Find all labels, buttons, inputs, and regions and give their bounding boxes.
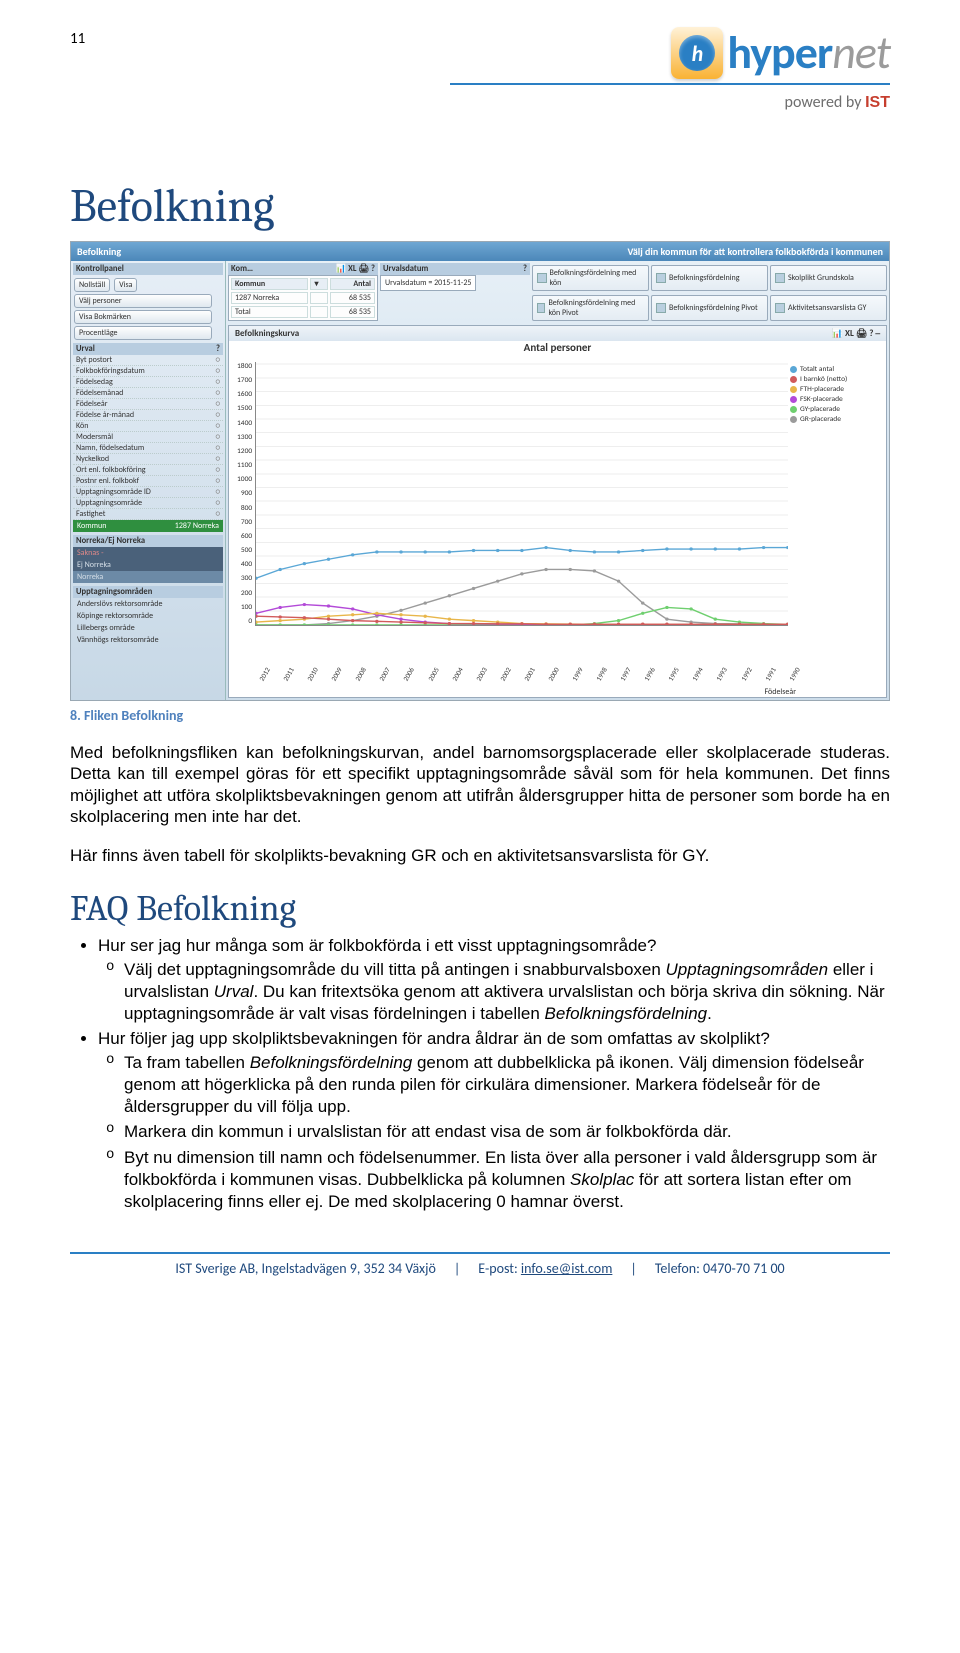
btn-procentlage[interactable]: Procentläge [74,326,212,340]
urvalsdatum-value[interactable]: Urvalsdatum = 2015-11-25 [380,275,476,291]
footer-addr: IST Sverige AB, Ingelstadvägen 9, 352 34… [175,1260,435,1277]
figure-caption: 8. Fliken Befolkning [70,707,890,724]
urval-row[interactable]: Nyckelkod○ [73,454,223,465]
footer-email: E-post: info.se@ist.com [478,1260,612,1277]
kom-table: Kommun▾Antal 1287 Norreka68 535 Total68 … [228,275,378,321]
tile-befolkn-kon-pivot[interactable]: Befolkningsfördelning med kön Pivot [532,295,649,321]
footer-tel: Telefon: 0470-70 71 00 [655,1260,785,1277]
btn-valj-personer[interactable]: Välj personer [74,294,212,308]
tile-befolkn[interactable]: Befolkningsfördelning [651,265,768,291]
btn-nollstall[interactable]: Nollställ [74,278,110,292]
norreka-item-0[interactable]: Saknas - [73,547,223,559]
urval-row[interactable]: Byt postort○ [73,355,223,366]
faq-title: FAQ Befolkning [70,888,890,929]
powered-by: powered by IST [450,93,890,112]
faq-2-answer-3: Byt nu dimension till namn och födelsenu… [124,1147,890,1212]
screenshot: Befolkning Välj din kommun för att kontr… [70,241,890,701]
shot-titlebar: Befolkning Välj din kommun för att kontr… [71,242,889,261]
urval-row[interactable]: Upptagningsområde○ [73,498,223,509]
btn-visa[interactable]: Visa [114,278,137,292]
faq-item-2: Hur följer jag upp skolpliktsbevakningen… [98,1028,890,1212]
btn-visa-bokmarken[interactable]: Visa Bokmärken [74,310,212,324]
chart-x-axis: 2012201120102009200820072006200520042003… [257,678,796,687]
faq-2-answer-2: Markera din kommun i urvalslistan för at… [124,1121,890,1143]
chart-title: Antal personer [229,341,886,354]
urval-row[interactable]: Namn, födelsedatum○ [73,443,223,454]
urval-row[interactable]: Folkbokföringsdatum○ [73,366,223,377]
urval-heading: Urval? [73,343,223,355]
chart-y-axis: 1800170016001500140013001200110010009008… [237,362,255,626]
norreka-item-2[interactable]: Norreka [73,571,223,583]
urvalsdatum-heading: Urvalsdatum? [380,263,530,275]
logo: h hypernet powered by IST [450,25,890,112]
legend-item: I barnkö (netto) [790,375,876,384]
norreka-item-1[interactable]: Ej Norreka [73,559,223,571]
paragraph-2: Här finns även tabell för skolplikts-bev… [70,845,890,866]
page-title: Befolkning [70,180,890,233]
legend-item: FSK-placerade [790,395,876,404]
shot-left-panel: Kontrollpanel Nollställ Visa Välj person… [71,261,226,700]
kontrollpanel-heading: Kontrollpanel [73,263,223,275]
paragraph-1: Med befolkningsfliken kan befolkningskur… [70,742,890,827]
norreka-heading: Norreka/Ej Norreka [73,535,223,547]
logo-icon: h [671,27,723,79]
chart-panel: Befolkningskurva📊 XL 🖨 ? ⎯ Antal persone… [228,325,887,698]
urval-row[interactable]: Ort enl. folkbokföring○ [73,465,223,476]
faq-2-answer-1: Ta fram tabellen Befolkningsfördelning g… [124,1052,890,1117]
legend-item: Totalt antal [790,365,876,374]
urval-list[interactable]: Byt postort○Folkbokföringsdatum○Födelsed… [73,355,223,520]
urval-row[interactable]: Födelseår○ [73,399,223,410]
legend-item: GY-placerade [790,405,876,414]
urval-row[interactable]: Postnr enl. folkbokf○ [73,476,223,487]
page-number: 11 [70,30,85,48]
upptag-item[interactable]: Anderslövs rektorsområde [73,598,223,610]
urval-row[interactable]: Modersmål○ [73,432,223,443]
chart-legend: Totalt antalI barnkö (netto)FTH-placerad… [788,362,878,672]
upptag-item[interactable]: Lillebergs område [73,622,223,634]
faq-1-answer-1: Välj det upptagningsområde du vill titta… [124,959,890,1024]
urval-row[interactable]: Fastighet○ [73,509,223,520]
urval-row[interactable]: Födelsedag○ [73,377,223,388]
chart-plot [255,362,788,626]
upptag-item[interactable]: Köpinge rektorsområde [73,610,223,622]
logo-text: hypernet [727,25,890,81]
urval-row[interactable]: Födelse år-månad○ [73,410,223,421]
tile-befolkn-kon[interactable]: Befolkningsfördelning med kön [532,265,649,291]
tile-aktivitet-gy[interactable]: Aktivitetsansvarslista GY [770,295,887,321]
legend-item: FTH-placerade [790,385,876,394]
faq-list: Hur ser jag hur många som är folkbokförd… [70,935,890,1212]
page-footer: IST Sverige AB, Ingelstadvägen 9, 352 34… [70,1252,890,1277]
kom-heading: Kom…📊 XL 🖨 ? [228,263,378,275]
chart-x-label: Födelseår [229,687,886,697]
urval-row[interactable]: Kön○ [73,421,223,432]
legend-item: GR-placerade [790,415,876,424]
tile-skolplikt-gr[interactable]: Skolplikt Grundskola [770,265,887,291]
upptag-item[interactable]: Vännhögs rektorsområde [73,634,223,646]
urval-row[interactable]: Upptagningsområde ID○ [73,487,223,498]
tile-befolkn-pivot[interactable]: Befolkningsfördelning Pivot [651,295,768,321]
shot-main: Kom…📊 XL 🖨 ? Kommun▾Antal 1287 Norreka68… [226,261,889,700]
urval-selected[interactable]: Kommun1287 Norreka [73,520,223,532]
footer-email-link[interactable]: info.se@ist.com [521,1260,612,1277]
urval-row[interactable]: Födelsemånad○ [73,388,223,399]
upptag-heading: Upptagningsområden [73,586,223,598]
upptag-list[interactable]: Anderslövs rektorsområdeKöpinge rektorso… [73,598,223,646]
faq-item-1: Hur ser jag hur många som är folkbokförd… [98,935,890,1024]
